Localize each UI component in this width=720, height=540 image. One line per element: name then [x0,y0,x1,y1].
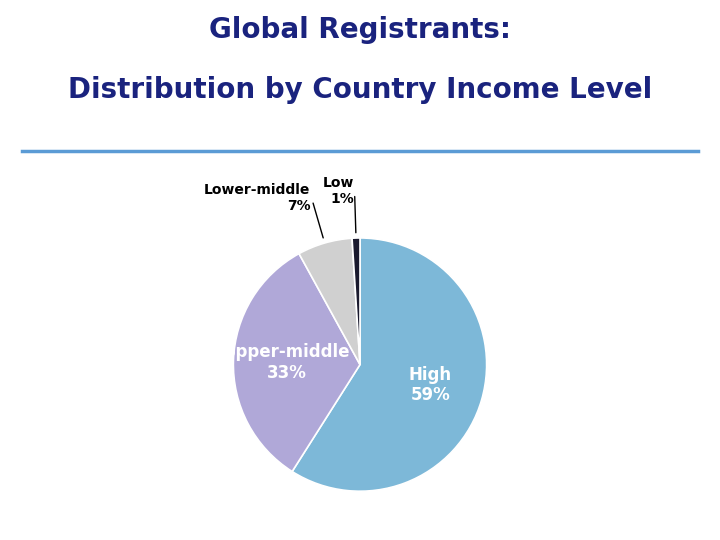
Wedge shape [292,238,487,491]
Text: Lower-middle
7%: Lower-middle 7% [204,183,310,213]
Wedge shape [352,238,360,365]
Text: Upper-middle
33%: Upper-middle 33% [223,343,351,382]
Text: Distribution by Country Income Level: Distribution by Country Income Level [68,76,652,104]
Text: Global Registrants:: Global Registrants: [209,16,511,44]
Wedge shape [233,254,360,471]
Text: Low
1%: Low 1% [323,176,354,206]
Wedge shape [299,238,360,365]
Text: High
59%: High 59% [409,366,452,404]
